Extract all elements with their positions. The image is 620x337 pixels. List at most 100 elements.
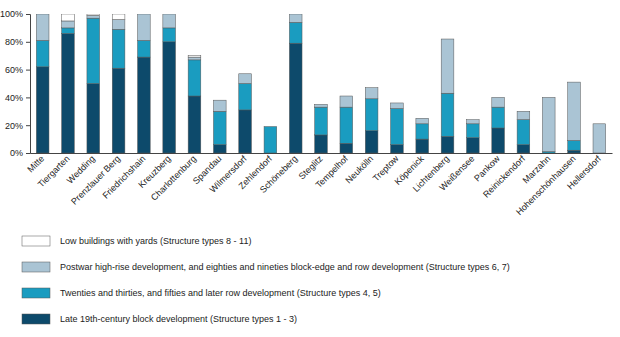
bar-segment bbox=[416, 118, 429, 119]
bar-segment bbox=[542, 153, 555, 154]
bar-segment bbox=[467, 124, 480, 138]
y-tick-mark bbox=[26, 42, 30, 43]
legend-swatch bbox=[22, 288, 50, 298]
bar-segment bbox=[593, 123, 606, 124]
bar-segment bbox=[340, 96, 353, 97]
bar-segment bbox=[568, 82, 581, 140]
legend-label: Late 19th-century block development (Str… bbox=[60, 314, 297, 324]
bar-segment bbox=[62, 21, 75, 28]
bar-segment bbox=[163, 14, 176, 15]
bar-segment bbox=[188, 60, 201, 96]
bar-segment bbox=[188, 96, 201, 153]
bar-segment bbox=[340, 107, 353, 143]
x-tick-label: Schöneberg bbox=[258, 154, 299, 195]
y-tick-label: 40% bbox=[5, 93, 23, 103]
x-tick-label: Reinickendorf bbox=[481, 153, 527, 199]
bar-segment bbox=[289, 14, 302, 15]
y-tick: 0% bbox=[10, 148, 30, 158]
bar-segment bbox=[416, 118, 429, 124]
bar-segment bbox=[138, 57, 151, 153]
legend: Late 19th-century block development (Str… bbox=[22, 236, 510, 324]
x-tick-label: Weißensee bbox=[437, 154, 476, 193]
bars bbox=[36, 14, 605, 153]
bar-segment bbox=[213, 145, 226, 153]
bar-segment bbox=[62, 14, 75, 21]
bar-segment bbox=[568, 150, 581, 153]
y-tick-mark bbox=[26, 70, 30, 71]
bar-segment bbox=[289, 22, 302, 43]
bar-segment bbox=[36, 40, 49, 66]
bar-segment bbox=[340, 96, 353, 107]
bar-segment bbox=[239, 84, 252, 110]
bar-segment bbox=[289, 14, 302, 22]
legend-swatch bbox=[22, 236, 50, 246]
bar-segment bbox=[87, 15, 100, 18]
bar-segment bbox=[467, 119, 480, 120]
bar-segment bbox=[568, 140, 581, 150]
legend-item: Postwar high-rise development, and eight… bbox=[22, 262, 510, 272]
bar-segment bbox=[239, 73, 252, 74]
y-tick: 60% bbox=[5, 65, 30, 75]
y-tick: 100% bbox=[0, 9, 30, 19]
bar-segment bbox=[391, 109, 404, 145]
bar-segment bbox=[62, 28, 75, 34]
bar-segment bbox=[467, 138, 480, 153]
bar-segment bbox=[264, 126, 277, 127]
bar-segment bbox=[365, 88, 378, 99]
y-tick-mark bbox=[26, 97, 30, 98]
bar-segment bbox=[87, 14, 100, 15]
y-axis: 0% 20% 40% 60% 80% 100% bbox=[0, 9, 31, 158]
legend-item: Twenties and thirties, and fifties and l… bbox=[22, 288, 381, 298]
bar-segment bbox=[138, 40, 151, 57]
bar-segment bbox=[138, 14, 151, 15]
y-tick-label: 100% bbox=[0, 9, 23, 19]
bar-segment bbox=[467, 120, 480, 124]
bar-segment bbox=[213, 100, 226, 111]
x-tick: Schöneberg bbox=[258, 153, 299, 195]
bar-segment bbox=[163, 28, 176, 42]
x-tick-label: Tiergarten bbox=[36, 154, 72, 190]
y-tick-label: 0% bbox=[10, 148, 23, 158]
bar-segment bbox=[441, 136, 454, 153]
bar-segment bbox=[542, 97, 555, 98]
bar-segment bbox=[365, 131, 378, 153]
bar-segment bbox=[315, 135, 328, 153]
bar-segment bbox=[391, 103, 404, 109]
x-tick: Reinickendorf bbox=[481, 153, 527, 200]
bar-segment bbox=[542, 97, 555, 151]
y-tick: 80% bbox=[5, 37, 30, 47]
bar-segment bbox=[239, 74, 252, 84]
y-tick-mark bbox=[26, 125, 30, 126]
legend-item: Low buildings with yards (Structure type… bbox=[22, 236, 251, 246]
bar-segment bbox=[112, 29, 125, 68]
legend-item: Late 19th-century block development (Str… bbox=[22, 314, 297, 324]
x-tick-label: Friedrichshain bbox=[100, 154, 147, 201]
legend-label: Twenties and thirties, and fifties and l… bbox=[60, 288, 381, 298]
bar-segment bbox=[391, 145, 404, 153]
x-tick: Mitte bbox=[25, 153, 46, 174]
bar-segment bbox=[441, 39, 454, 40]
x-tick-label: Tempelhof bbox=[314, 153, 351, 190]
bar-segment bbox=[517, 145, 530, 153]
legend-swatch bbox=[22, 262, 50, 272]
bar-segment bbox=[315, 104, 328, 105]
bar-segment bbox=[112, 68, 125, 153]
bar-segment bbox=[391, 102, 404, 103]
bar-segment bbox=[87, 84, 100, 154]
bar-segment bbox=[492, 107, 505, 128]
bar-segment bbox=[492, 128, 505, 153]
y-tick-label: 80% bbox=[5, 37, 23, 47]
x-tick-label: Mitte bbox=[25, 154, 46, 175]
y-tick: 20% bbox=[5, 121, 30, 131]
bar-segment bbox=[517, 111, 530, 112]
x-tick: Friedrichshain bbox=[100, 153, 147, 201]
bar-segment bbox=[416, 124, 429, 139]
bar-segment bbox=[239, 110, 252, 153]
bar-segment bbox=[492, 97, 505, 98]
bar-segment bbox=[87, 18, 100, 83]
bar-segment bbox=[315, 104, 328, 107]
bar-segment bbox=[213, 100, 226, 101]
bar-segment bbox=[188, 56, 201, 57]
bar-segment bbox=[264, 127, 277, 153]
bar-segment bbox=[138, 14, 151, 40]
